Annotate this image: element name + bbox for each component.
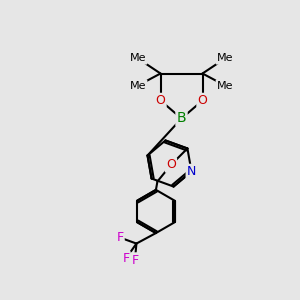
- Text: F: F: [116, 231, 124, 244]
- Text: Me: Me: [217, 80, 233, 91]
- Text: Me: Me: [217, 53, 233, 64]
- Text: O: O: [156, 94, 165, 107]
- Text: F: F: [122, 252, 130, 265]
- Text: Me: Me: [130, 80, 146, 91]
- Text: B: B: [177, 112, 186, 125]
- Text: O: O: [166, 158, 176, 172]
- Text: N: N: [187, 165, 196, 178]
- Text: F: F: [131, 254, 139, 267]
- Text: Me: Me: [130, 53, 146, 64]
- Text: O: O: [198, 94, 207, 107]
